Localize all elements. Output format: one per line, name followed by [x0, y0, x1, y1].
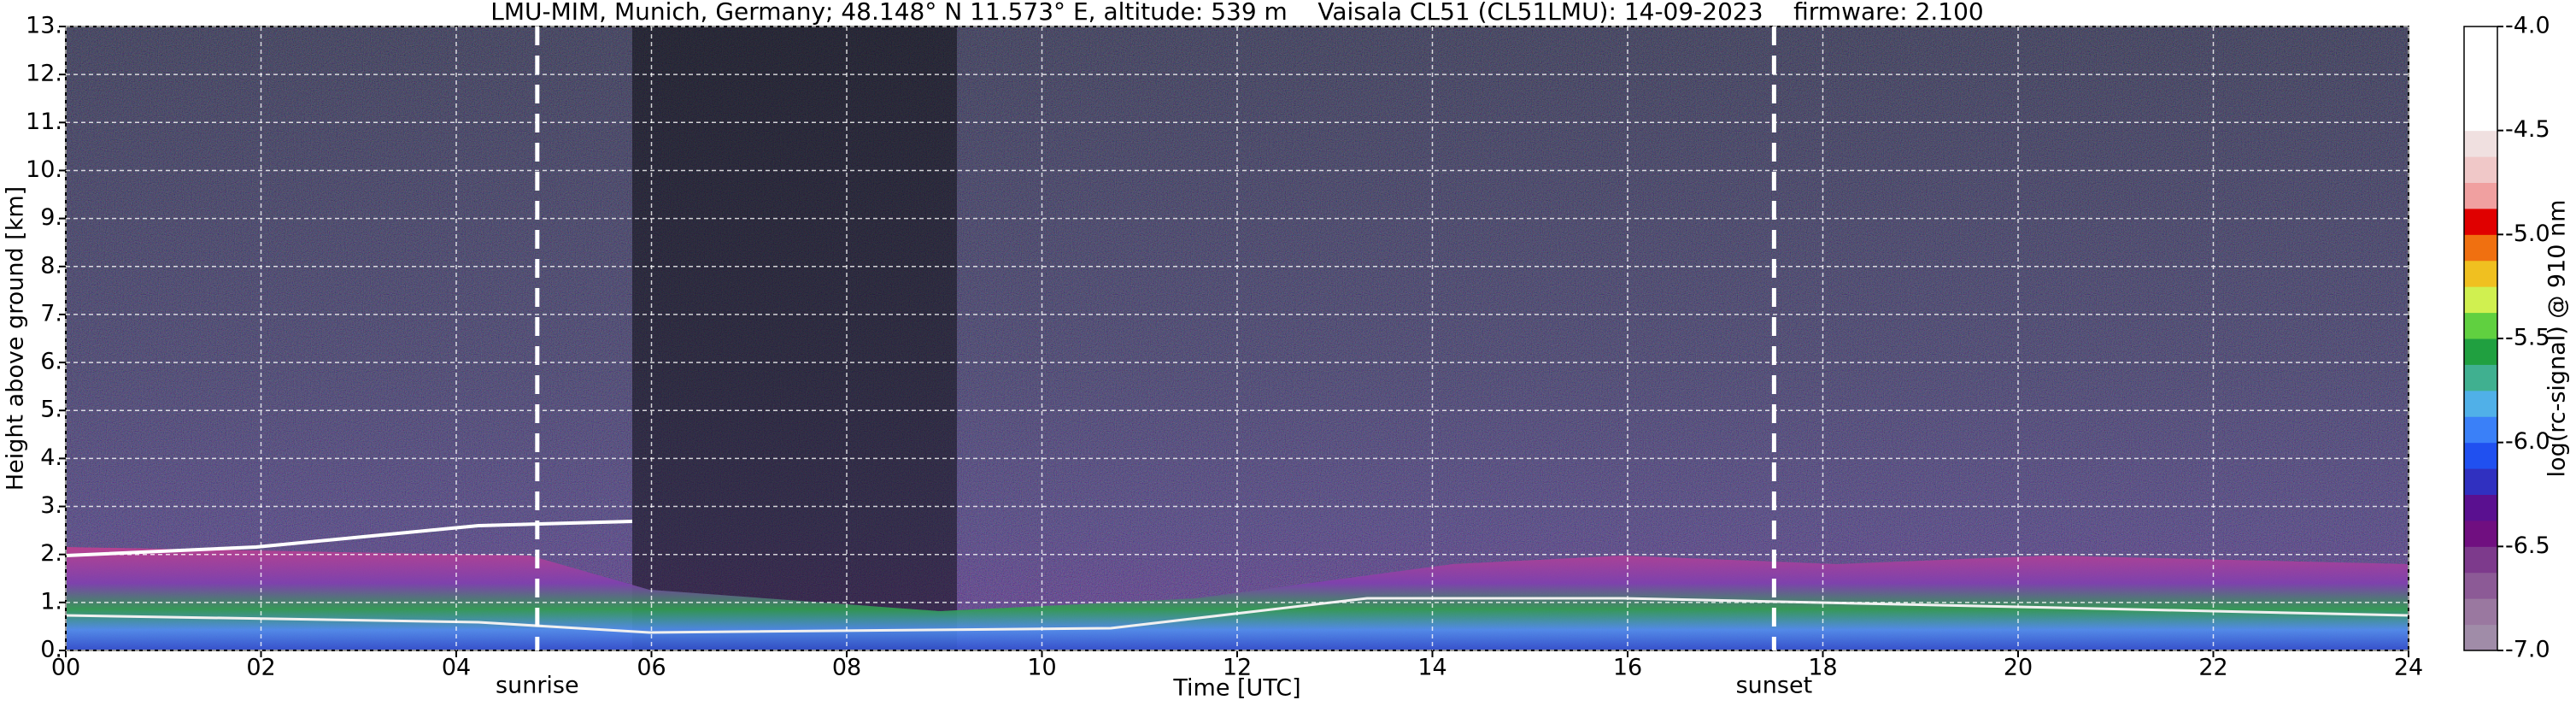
y-tick-label: 7. — [40, 300, 62, 327]
y-tick-label: 2. — [40, 540, 62, 567]
y-tick-label: 6. — [40, 349, 62, 375]
y-tick-label: 11. — [26, 109, 62, 135]
x-tick-label: 14 — [1417, 655, 1446, 681]
colorbar-segment — [2464, 52, 2497, 79]
sun-label: sunrise — [496, 673, 579, 699]
colorbar-segment — [2464, 260, 2497, 287]
x-tick-label: 02 — [246, 655, 275, 681]
colorbar-tick-label: -4.5 — [2505, 116, 2550, 143]
colorbar-segment — [2464, 130, 2497, 157]
x-tick-label: 24 — [2394, 655, 2423, 681]
x-tick-label: 10 — [1027, 655, 1056, 681]
colorbar-segment — [2464, 364, 2497, 391]
colorbar-segment — [2464, 624, 2497, 651]
colorbar-segment — [2464, 468, 2497, 495]
y-tick-label: 5. — [40, 397, 62, 423]
x-axis-label: Time [UTC] — [1172, 675, 1300, 702]
colorbar-tick-label: -7.0 — [2505, 637, 2550, 663]
y-tick-label: 13. — [26, 13, 62, 39]
y-tick-label: 4. — [40, 444, 62, 471]
colorbar-tick-label: -6.0 — [2505, 428, 2550, 455]
x-tick-label: 00 — [51, 655, 80, 681]
colorbar-segment — [2464, 156, 2497, 183]
colorbar-segment — [2464, 494, 2497, 521]
y-tick-label: 1. — [40, 588, 62, 615]
colorbar-tick-label: -4.0 — [2505, 13, 2550, 39]
y-tick-label: 8. — [40, 252, 62, 279]
colorbar-segment — [2464, 286, 2497, 314]
y-tick-label: 9. — [40, 204, 62, 231]
x-tick-label: 18 — [1808, 655, 1837, 681]
x-tick-label: 16 — [1613, 655, 1642, 681]
colorbar-segment — [2464, 546, 2497, 574]
colorbar-segment — [2464, 182, 2497, 209]
x-tick-label: 12 — [1223, 655, 1252, 681]
colorbar-segment — [2464, 572, 2497, 599]
colorbar-label: log(rc-signal) @ 910 nm — [2544, 200, 2571, 478]
y-tick-label: 10. — [26, 156, 62, 183]
colorbar-segment — [2464, 390, 2497, 417]
y-tick-label: 12. — [26, 61, 62, 87]
colorbar-segment — [2464, 234, 2497, 262]
colorbar-segment — [2464, 312, 2497, 339]
colorbar-segment — [2464, 104, 2497, 132]
colorbar-segment — [2464, 520, 2497, 547]
colorbar-segment — [2464, 338, 2497, 365]
colorbar-segment — [2464, 26, 2497, 53]
colorbar-tick-label: -5.5 — [2505, 325, 2550, 351]
y-tick-label: 3. — [40, 492, 62, 519]
x-tick-label: 04 — [442, 655, 471, 681]
y-tick-label: 0. — [40, 637, 62, 663]
x-tick-label: 22 — [2198, 655, 2227, 681]
colorbar-segment — [2464, 442, 2497, 469]
x-tick-label: 08 — [832, 655, 861, 681]
colorbar-tick-label: -5.0 — [2505, 221, 2550, 247]
colorbar-segment — [2464, 208, 2497, 235]
x-tick-label: 20 — [2004, 655, 2033, 681]
x-tick-label: 06 — [637, 655, 666, 681]
sun-label: sunset — [1736, 673, 1813, 699]
colorbar-tick-label: -6.5 — [2505, 532, 2550, 559]
colorbar-segment — [2464, 416, 2497, 444]
y-axis-label: Height above ground [km] — [3, 186, 29, 491]
colorbar-segment — [2464, 78, 2497, 105]
chart-title: LMU-MIM, Munich, Germany; 48.148° N 11.5… — [490, 0, 1984, 26]
colorbar-segment — [2464, 598, 2497, 626]
